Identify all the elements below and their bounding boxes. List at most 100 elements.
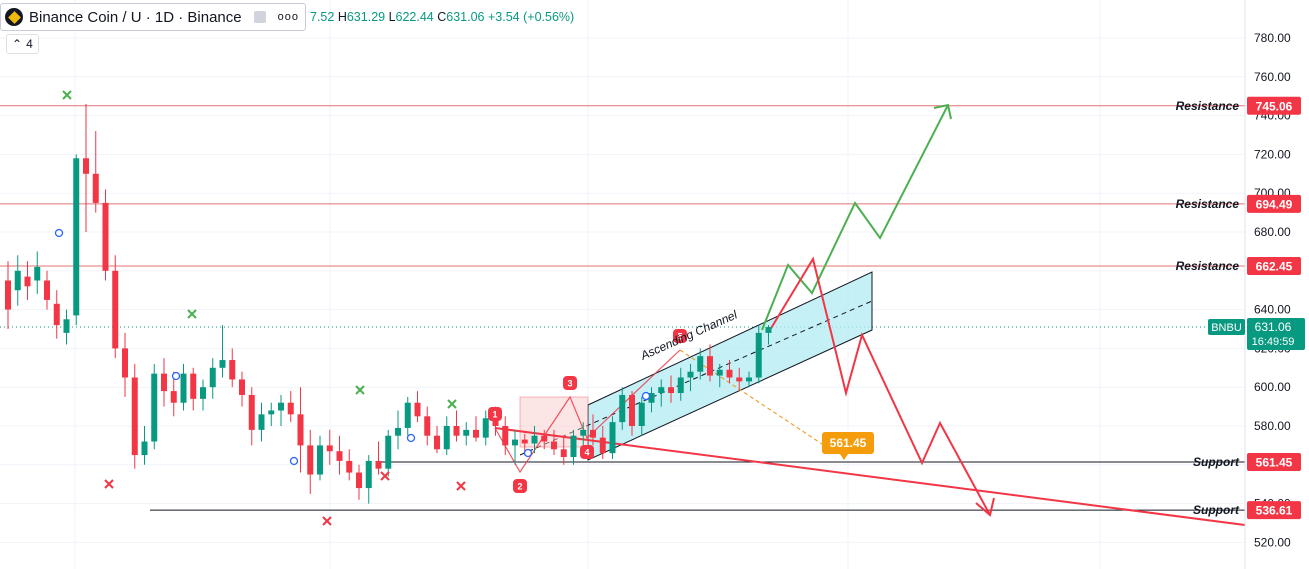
candle (219, 325, 226, 378)
candle-body (512, 439, 518, 446)
candle (190, 367, 197, 411)
candle (151, 363, 158, 450)
candle (356, 464, 362, 500)
candle-body (492, 418, 499, 426)
candle-body (63, 319, 70, 333)
candle (102, 189, 109, 281)
candle-body (151, 373, 158, 442)
candle-body (736, 377, 743, 382)
candle (239, 371, 245, 407)
candle-body (521, 439, 528, 444)
pivot-circle-icon (54, 228, 64, 238)
candle-body (531, 435, 538, 444)
level-tag-box (1247, 257, 1301, 276)
symbol-header[interactable]: Binance Coin / U · 1D · Binance ooo (0, 3, 306, 31)
candle-body (443, 426, 450, 450)
price-tag-value: 631.06 (1255, 320, 1292, 334)
candle (765, 325, 772, 345)
pivot-x-icon (355, 385, 365, 395)
candle-body (463, 429, 470, 436)
candle (122, 332, 128, 397)
indicators-toggle[interactable]: ⌃ 4 (6, 34, 39, 54)
candle (482, 410, 489, 446)
close-value: 631.06 (446, 10, 485, 24)
indicators-count: 4 (26, 37, 33, 51)
pivot-circle-icon (641, 391, 651, 401)
candle (161, 358, 167, 407)
candle (502, 416, 509, 456)
candle-body (141, 441, 148, 456)
level-tag-box (1247, 96, 1301, 115)
ticker-tag-box (1208, 318, 1245, 335)
candle (112, 255, 119, 359)
candle-body (34, 266, 41, 281)
candle-body (560, 449, 567, 458)
candle (697, 348, 704, 380)
candle-body (317, 445, 323, 475)
horizontal-levels: Resistance Resistance Resistance Support Sup… (0, 99, 1245, 517)
candle-body (580, 429, 587, 436)
candle (687, 363, 694, 392)
candle-body (473, 429, 479, 438)
target-projection (679, 349, 826, 447)
candle-body (726, 369, 733, 378)
wave-point-badge (488, 407, 502, 421)
candle-body (638, 402, 645, 426)
candle (453, 410, 460, 442)
candle (443, 416, 450, 456)
candle-body (5, 280, 11, 310)
change-value: +3.54 (+0.56%) (488, 10, 575, 24)
candle-body (297, 414, 304, 446)
more-icon[interactable]: ooo (277, 11, 299, 23)
candle-body (365, 460, 372, 489)
price-axis: 780.00760.00740.00720.00700.00680.00660.… (1244, 0, 1291, 569)
status-dot-icon (253, 11, 266, 23)
wave-point-label: 3 (567, 379, 572, 389)
pivot-x-icon (187, 309, 197, 319)
pivot-x-stroke (104, 479, 114, 489)
pivot-circle-icon (289, 456, 299, 466)
candle (658, 379, 665, 407)
candle-body (102, 202, 109, 271)
price-tag-box (1247, 317, 1305, 350)
candle (541, 429, 548, 450)
wave-point-badge (580, 445, 594, 459)
candle (580, 422, 587, 450)
candle (648, 387, 655, 413)
candle-body (44, 280, 50, 300)
y-tick-label: 780.00 (1254, 31, 1291, 45)
candle-body (453, 426, 460, 436)
wave-pattern-path (494, 349, 681, 474)
candle-body (765, 327, 772, 333)
candle-body (53, 303, 60, 326)
candle-body (83, 158, 89, 174)
y-tick-label: 760.00 (1254, 70, 1291, 84)
candle (14, 255, 21, 306)
candle-body (434, 435, 440, 450)
candle (83, 103, 89, 232)
candle-body (24, 276, 31, 287)
candle-body (219, 360, 226, 368)
level-tag-box (1247, 194, 1301, 213)
candle (434, 426, 440, 454)
wave-point-label: 5 (677, 332, 682, 342)
candle (317, 435, 323, 481)
candle-body (356, 472, 362, 489)
candle (141, 426, 148, 465)
wave-point-badge (563, 376, 577, 390)
wave-point-5: 5 (673, 329, 687, 343)
candle-body (170, 391, 177, 403)
candle-body (248, 394, 255, 430)
candle (180, 363, 187, 411)
candle-body (209, 367, 216, 388)
candle (385, 429, 392, 477)
level-label: Resistance (1176, 99, 1240, 113)
green-arrow-head (933, 103, 952, 120)
level-tag-value: 561.45 (1256, 455, 1293, 469)
pivot-x-icon (62, 90, 72, 100)
candle (677, 367, 684, 401)
candle (258, 402, 265, 442)
candle (73, 154, 80, 326)
candle-body (414, 402, 421, 417)
